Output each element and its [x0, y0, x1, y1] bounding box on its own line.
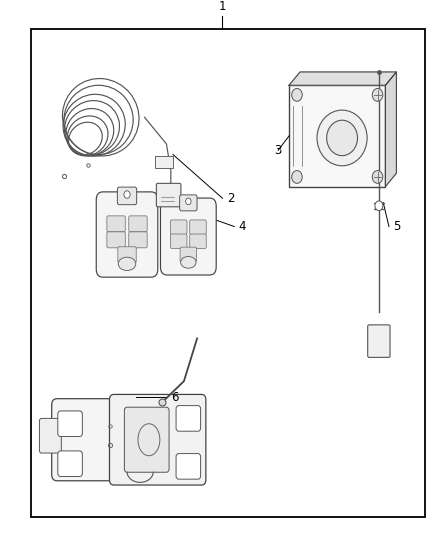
FancyBboxPatch shape [129, 216, 147, 232]
Circle shape [375, 201, 383, 211]
Circle shape [372, 88, 383, 101]
FancyBboxPatch shape [117, 187, 137, 205]
Bar [289, 85, 385, 187]
Polygon shape [385, 72, 396, 187]
FancyBboxPatch shape [39, 418, 61, 453]
Circle shape [292, 171, 302, 183]
Circle shape [292, 88, 302, 101]
Ellipse shape [180, 256, 196, 268]
Ellipse shape [327, 120, 357, 156]
Ellipse shape [118, 257, 136, 271]
FancyBboxPatch shape [58, 451, 82, 477]
Circle shape [124, 191, 130, 198]
FancyBboxPatch shape [96, 192, 158, 277]
Bar [31, 29, 425, 517]
Bar [155, 156, 173, 168]
Text: 2: 2 [227, 192, 234, 205]
FancyBboxPatch shape [124, 407, 169, 472]
Text: 3: 3 [274, 144, 281, 157]
Text: 4: 4 [239, 220, 246, 233]
FancyBboxPatch shape [160, 198, 216, 275]
Circle shape [186, 198, 191, 205]
FancyBboxPatch shape [110, 394, 206, 485]
FancyBboxPatch shape [190, 220, 206, 235]
FancyBboxPatch shape [176, 454, 201, 479]
FancyBboxPatch shape [118, 247, 136, 263]
FancyBboxPatch shape [176, 406, 201, 431]
FancyBboxPatch shape [180, 195, 197, 211]
FancyBboxPatch shape [180, 247, 197, 262]
Circle shape [372, 171, 383, 183]
Text: 5: 5 [393, 220, 401, 233]
FancyBboxPatch shape [156, 183, 181, 207]
Text: 6: 6 [171, 391, 178, 403]
Text: 1: 1 [218, 1, 226, 13]
FancyBboxPatch shape [107, 232, 125, 248]
Ellipse shape [317, 110, 367, 166]
FancyBboxPatch shape [107, 216, 125, 232]
Polygon shape [289, 72, 396, 85]
FancyBboxPatch shape [190, 234, 206, 248]
FancyBboxPatch shape [129, 232, 147, 248]
FancyBboxPatch shape [52, 399, 128, 481]
FancyBboxPatch shape [170, 234, 187, 248]
FancyBboxPatch shape [58, 411, 82, 437]
FancyBboxPatch shape [170, 220, 187, 235]
FancyBboxPatch shape [368, 325, 390, 358]
